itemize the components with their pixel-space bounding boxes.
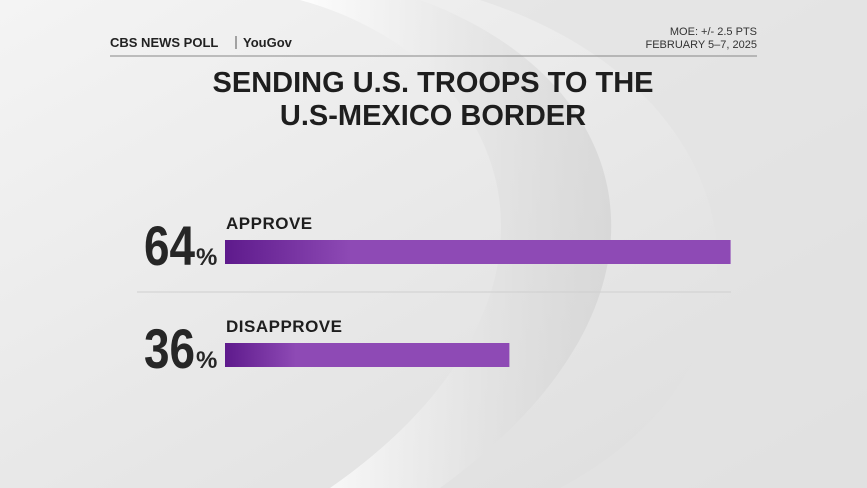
- category-label: DISAPPROVE: [226, 317, 342, 336]
- chart-title: U.S-MEXICO BORDER: [280, 100, 586, 132]
- bar: [225, 343, 510, 367]
- logo: CBS NEWS POLL: [110, 35, 218, 50]
- value-unit: %: [196, 347, 217, 374]
- logo-partner: YouGov: [243, 35, 293, 50]
- bar: [225, 240, 731, 264]
- value-label: 36: [144, 318, 195, 380]
- category-label: APPROVE: [226, 214, 313, 233]
- date: FEBRUARY 5–7, 2025: [646, 39, 758, 51]
- value-unit: %: [196, 244, 217, 271]
- swoosh: [480, 0, 867, 488]
- value-label: 64: [144, 215, 196, 277]
- chart-title: SENDING U.S. TROOPS TO THE: [213, 67, 654, 99]
- swoosh: [300, 0, 612, 488]
- moe: MOE: +/- 2.5 PTS: [670, 26, 757, 38]
